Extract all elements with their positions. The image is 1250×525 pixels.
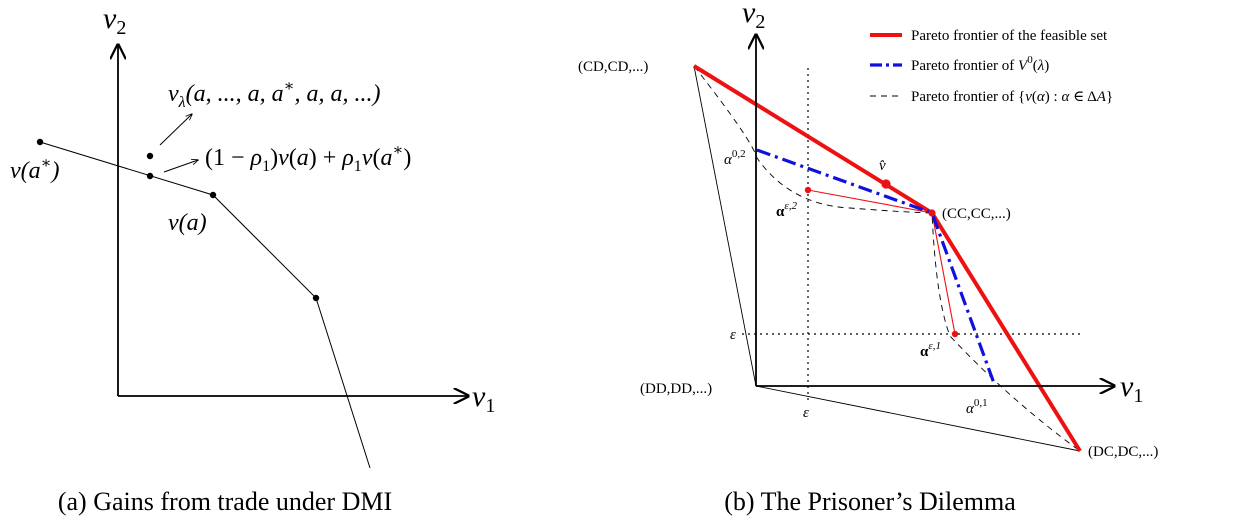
panel-a: v2 v1 v(a∗) v(a) vλ(a, ..., a, a∗, a, a,… [10,2,495,516]
legend-label-feasible: Pareto frontier of the feasible set [911,28,1108,44]
b-frontier-feasible [692,64,1082,453]
b-label-alpha-e1: αε,1 [920,340,941,360]
legend-label-dashed: Pareto frontier of {v(α) : α ∈ ΔA} [911,89,1113,105]
a-point-convex [146,172,154,180]
b-y-axis-label: v2 [742,0,765,33]
b-label-dcdc: (DC,DC,...) [1088,444,1158,460]
a-point-lower [312,294,320,302]
a-label-convex: (1 − ρ1)v(a) + ρ1v(a∗) [205,142,411,175]
a-frontier-line [39,141,371,469]
a-x-axis-label: v1 [472,380,495,417]
b-x-axis-label: v1 [1120,370,1143,407]
a-pointer-vlambda [159,114,192,146]
b-label-alpha-e2: αε,2 [776,200,797,220]
a-point-vlambda [146,152,154,160]
b-dashed-curve [693,65,1081,452]
panel-b: v2 v1 (CD,CD,...) (CC,CC,...) (DD,DD,...… [578,0,1158,516]
b-label-alpha01: α0,1 [966,397,988,417]
legend-label-v0: Pareto frontier of V0(λ) [911,54,1049,74]
b-label-dddd: (DD,DD,...) [640,381,712,397]
a-point-va-star [36,138,44,146]
b-label-cdcd: (CD,CD,...) [578,59,648,75]
b-label-eps-y: ε [730,327,736,343]
a-y-axis-label: v2 [103,2,126,39]
b-legend: Pareto frontier of the feasible set Pare… [870,28,1113,105]
a-caption: (a) Gains from trade under DMI [58,487,392,516]
b-point-vhat [881,179,891,189]
b-label-cccc: (CC,CC,...) [942,206,1011,222]
a-pointer-convex [163,160,198,173]
a-label-vlambda: vλ(a, ..., a, a∗, a, a, ...) [168,78,380,111]
b-red-thin-upper [807,189,933,214]
a-label-va: v(a) [168,210,207,236]
a-point-va [209,191,217,199]
b-label-alpha02: α0,2 [724,148,746,168]
b-feasible-left [693,65,1081,452]
b-label-vhat: v̂ [879,158,886,174]
b-frontier-v0 [756,148,997,387]
b-caption: (b) The Prisoner’s Dilemma [724,487,1016,516]
b-point-alpha-e1 [951,330,959,338]
b-red-thin-lower [931,212,956,335]
a-label-va-star: v(a∗) [10,155,60,184]
b-point-cccc [928,209,936,217]
b-label-eps-x: ε [803,405,809,421]
b-point-alpha-e2 [804,186,812,194]
